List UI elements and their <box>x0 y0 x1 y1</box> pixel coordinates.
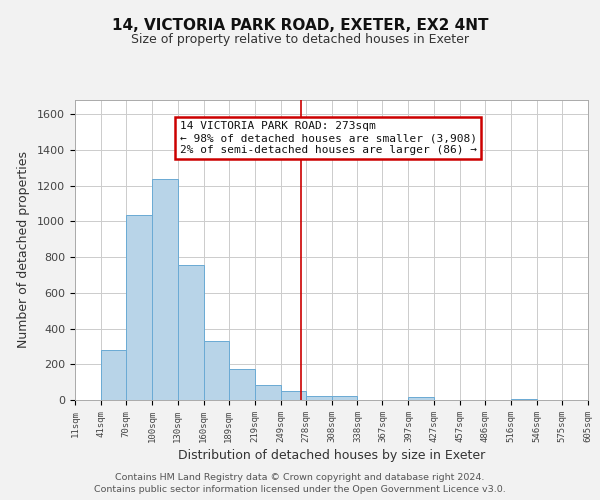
Bar <box>178 265 203 400</box>
Bar <box>254 385 281 400</box>
Text: 14 VICTORIA PARK ROAD: 273sqm
← 98% of detached houses are smaller (3,908)
2% of: 14 VICTORIA PARK ROAD: 273sqm ← 98% of d… <box>179 122 476 154</box>
Bar <box>281 391 305 400</box>
Text: Contains HM Land Registry data © Crown copyright and database right 2024.: Contains HM Land Registry data © Crown c… <box>115 472 485 482</box>
Bar <box>152 178 178 400</box>
Bar <box>331 396 358 400</box>
Bar <box>305 396 332 400</box>
Y-axis label: Number of detached properties: Number of detached properties <box>17 152 30 348</box>
Bar <box>203 341 229 400</box>
Bar <box>511 399 537 400</box>
Text: 14, VICTORIA PARK ROAD, EXETER, EX2 4NT: 14, VICTORIA PARK ROAD, EXETER, EX2 4NT <box>112 18 488 32</box>
Text: Size of property relative to detached houses in Exeter: Size of property relative to detached ho… <box>131 32 469 46</box>
X-axis label: Distribution of detached houses by size in Exeter: Distribution of detached houses by size … <box>178 449 485 462</box>
Bar <box>126 215 152 400</box>
Bar <box>101 350 126 400</box>
Text: Contains public sector information licensed under the Open Government Licence v3: Contains public sector information licen… <box>94 485 506 494</box>
Bar <box>229 369 254 400</box>
Bar <box>409 398 434 400</box>
